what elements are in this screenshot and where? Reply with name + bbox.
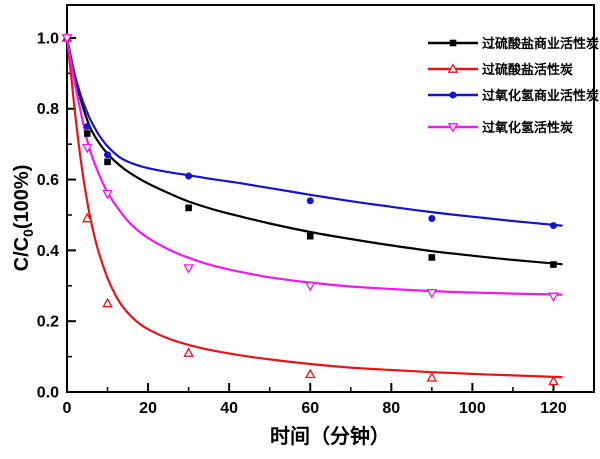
series-2-marker (306, 197, 314, 205)
series-curves (65, 36, 563, 379)
series-0-marker (550, 261, 557, 268)
series-3-marker (304, 281, 316, 292)
y-axis-title-subscript: 0 (20, 229, 36, 237)
series-1-marker (548, 375, 559, 386)
series-1-marker (183, 347, 194, 357)
series-3-marker (548, 292, 559, 303)
y-tick-label: 0.2 (37, 314, 59, 331)
legend-marker (447, 63, 459, 73)
y-tick-label: 0.0 (37, 385, 59, 402)
series-3-marker (426, 289, 438, 299)
series-1-marker (304, 368, 316, 379)
series-0-marker (83, 130, 91, 137)
x-tick-label: 20 (139, 400, 157, 417)
series-3-marker (102, 189, 113, 200)
series-3-marker (81, 143, 93, 154)
plot-frame (66, 4, 595, 393)
y-axis-title-rest: (100%) (11, 165, 33, 229)
x-tick-label: 40 (220, 400, 238, 417)
series-2-marker (83, 122, 91, 130)
series-3-marker (183, 264, 194, 274)
series-curve-2 (65, 36, 563, 227)
x-tick-label: 120 (540, 400, 567, 417)
y-tick-label: 0.4 (37, 243, 59, 260)
x-tick-label: 0 (63, 400, 72, 417)
series-markers (61, 32, 559, 386)
y-tick-label: 0.6 (37, 172, 59, 189)
series-2-marker (549, 222, 557, 230)
x-tick-label: 60 (301, 400, 319, 417)
y-axis-title: C/C0(100%) (11, 165, 36, 272)
y-tick-label: 1.0 (37, 30, 59, 47)
series-curve-3 (65, 36, 563, 296)
series-0-marker (104, 158, 111, 166)
x-axis-title: 时间（分钟） (270, 424, 390, 448)
legend-label: 过硫酸盐商业活性炭 (482, 36, 599, 51)
series-1-marker (81, 212, 93, 223)
legend-marker (449, 39, 457, 47)
series-curve-1 (65, 36, 563, 379)
series-2-marker (185, 172, 193, 180)
series-2-marker (104, 151, 112, 159)
axis-ticks (66, 36, 555, 393)
series-1-marker (426, 372, 438, 382)
series-0-marker (185, 204, 192, 212)
series-curve-0 (65, 36, 563, 266)
legend-label: 过氧化氢活性炭 (482, 120, 573, 135)
legend-label: 过硫酸盐活性炭 (482, 62, 573, 77)
legend-marker (447, 123, 459, 133)
series-2-marker (428, 215, 436, 223)
y-tick-label: 0.8 (37, 101, 59, 118)
legend-label: 过氧化氢商业活性炭 (482, 88, 599, 103)
series-0-marker (306, 232, 314, 240)
axis-tick-labels: 0 20 40 60 80 100 120 0.0 0.2 0.4 0.6 0.8 1.0 (37, 30, 567, 417)
series-0-marker (428, 254, 436, 261)
series-3-marker (61, 34, 73, 44)
x-tick-label: 80 (382, 400, 400, 417)
series-1-marker (102, 297, 113, 308)
y-axis-title-base: C/C (11, 237, 33, 271)
x-tick-label: 100 (459, 400, 486, 417)
legend-marker (449, 91, 457, 99)
